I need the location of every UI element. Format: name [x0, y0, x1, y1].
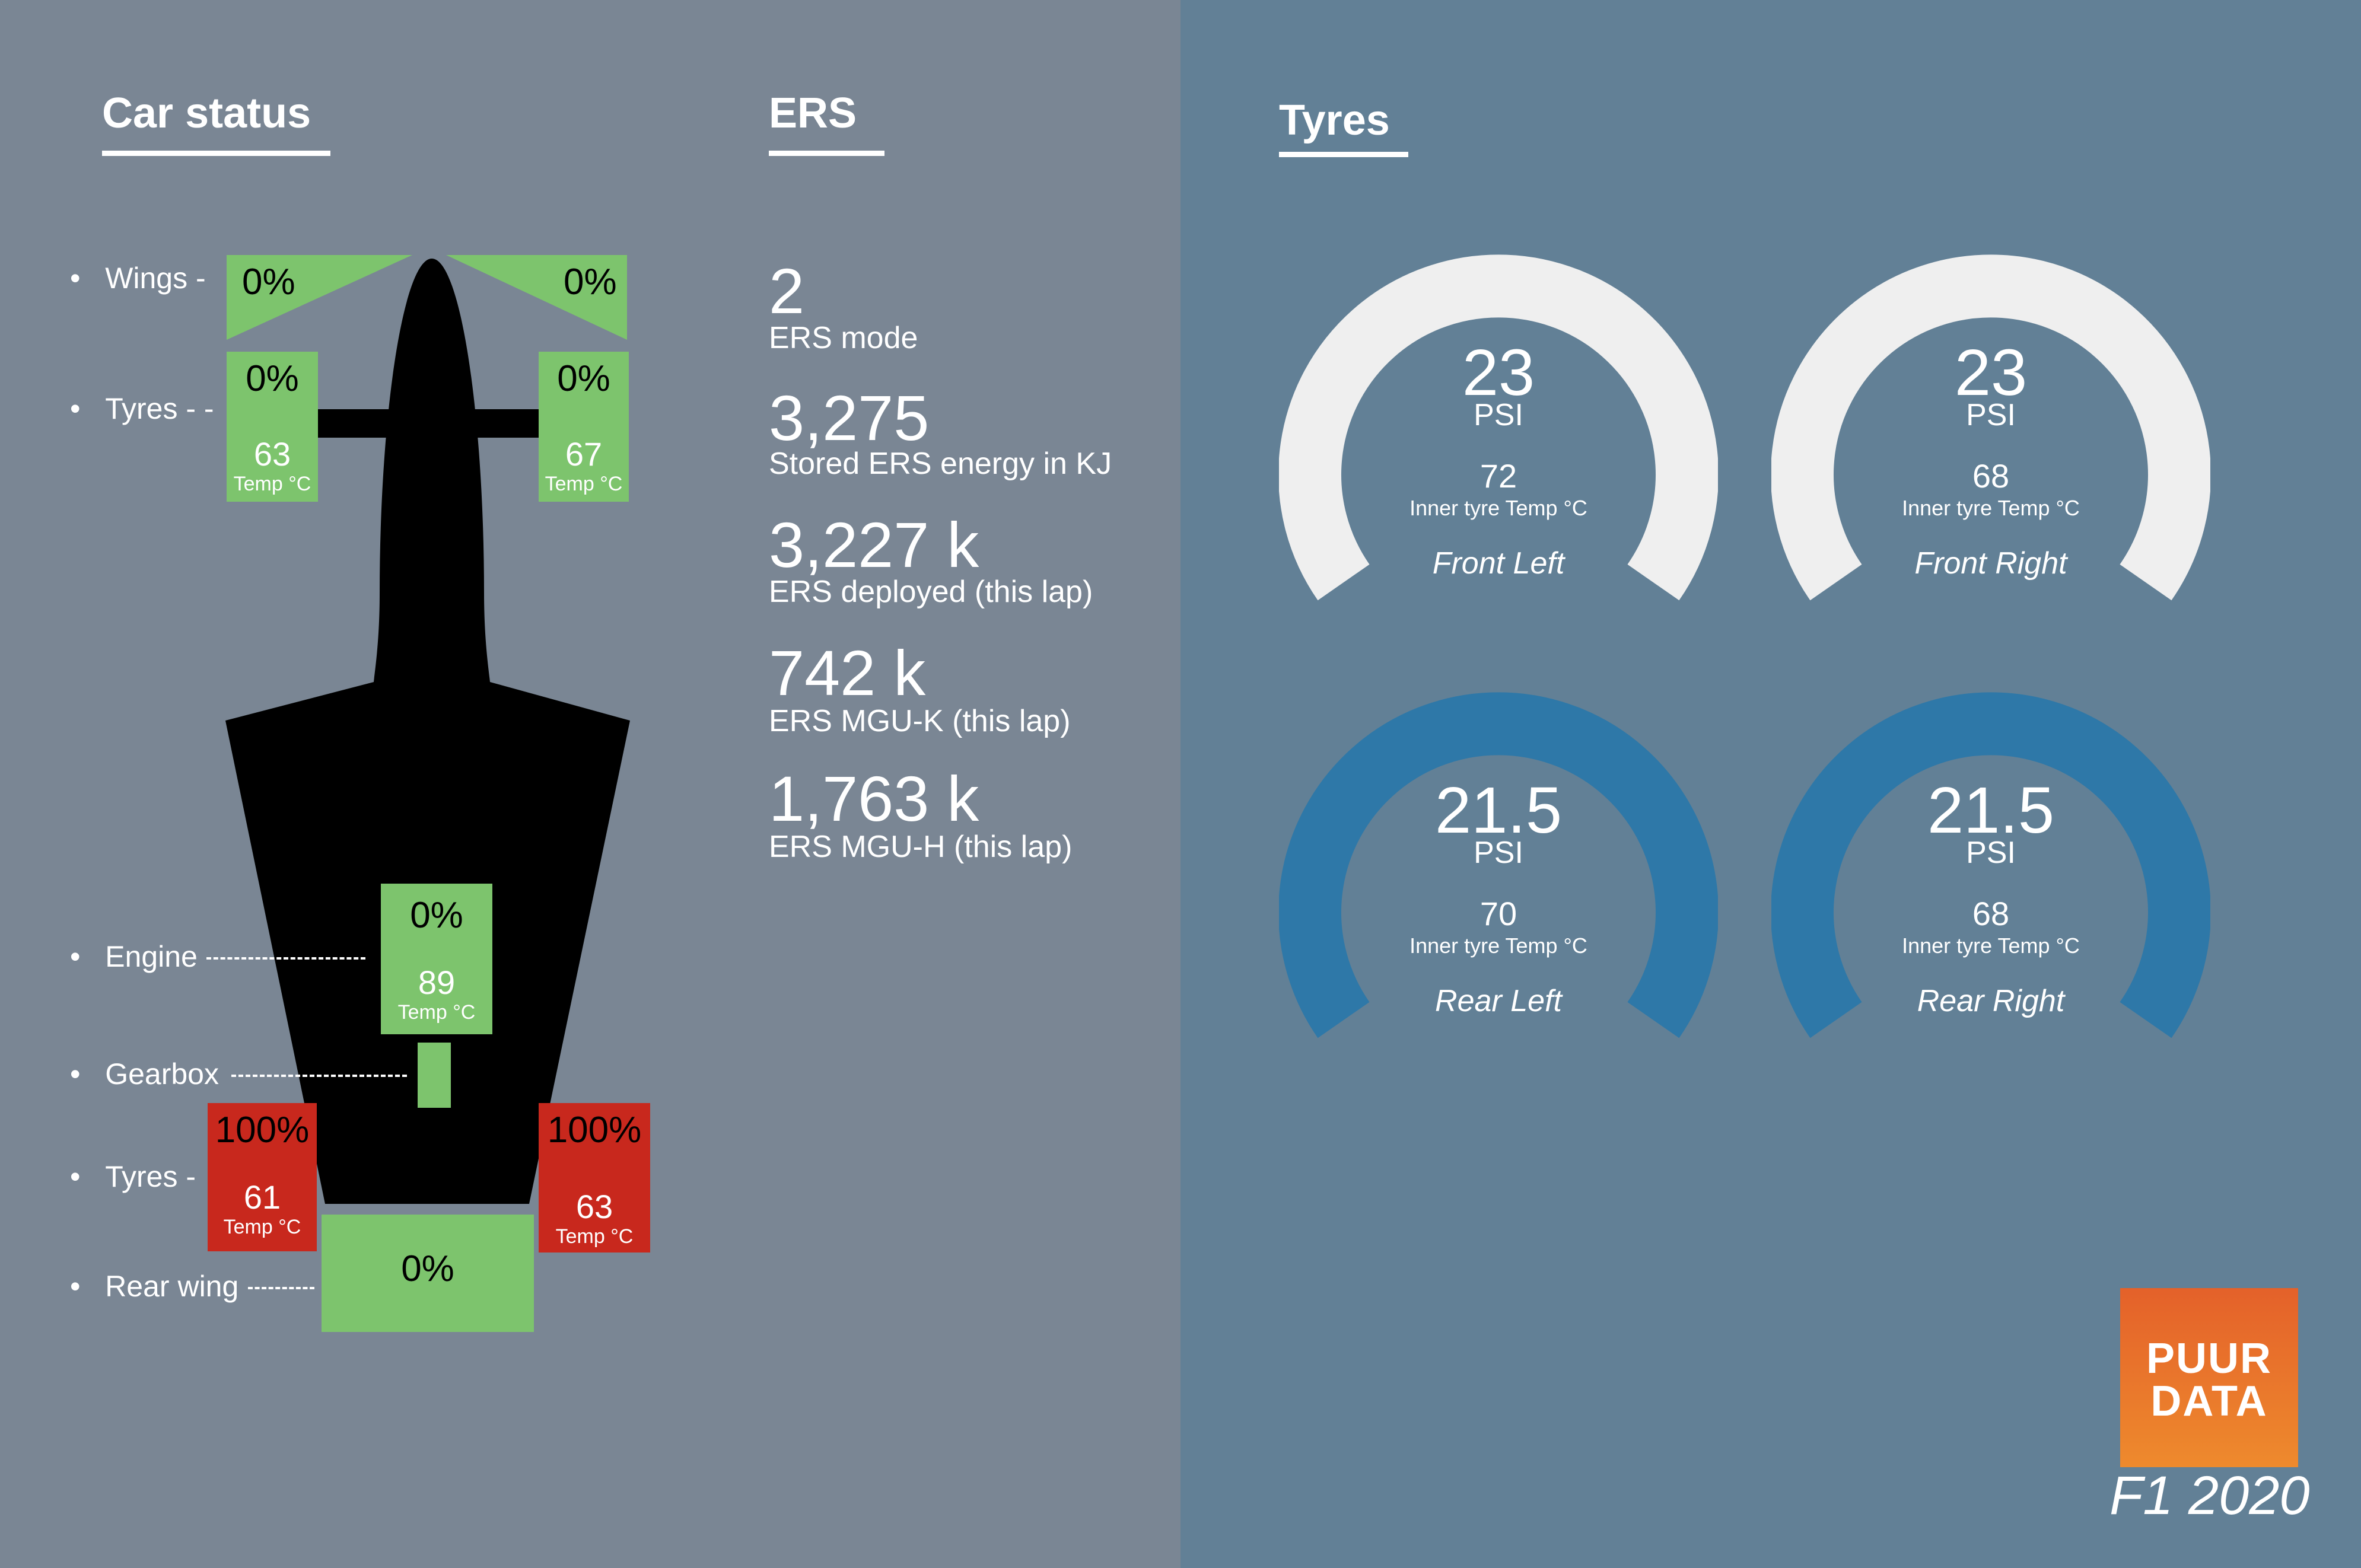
wings-label: • Wings - — [70, 261, 206, 295]
engine-box: 0% 89 Temp °C — [381, 884, 492, 1034]
front-wing-left-value: 0% — [242, 262, 295, 302]
logo-line-1: PUUR — [2146, 1335, 2272, 1382]
ers-deployed-value: 3,227 k — [769, 509, 979, 581]
rear-left-tyre-wear: 100% — [215, 1110, 310, 1150]
gearbox-label: • Gearbox — [70, 1057, 219, 1091]
front-left-tyre-temp-label: Temp °C — [233, 473, 311, 495]
gauge-arc — [1279, 692, 1718, 1038]
bullet: • — [70, 1057, 81, 1091]
engine-temp: 89 — [418, 964, 456, 1001]
wings-label-text: Wings - — [105, 262, 206, 295]
front-wing-left — [227, 255, 412, 340]
brand-caption: F1 2020 — [2109, 1465, 2310, 1526]
engine-wear: 0% — [410, 895, 463, 936]
gauge-position-label: Rear Right — [1917, 984, 2065, 1018]
rear-wing-label-text: Rear wing — [105, 1270, 239, 1303]
front-right-tyre-box: 0% 67 Temp °C — [539, 352, 629, 502]
ers-mode-label: ERS mode — [769, 321, 918, 355]
gauge-position-label: Front Left — [1432, 546, 1565, 581]
rear-wing-value: 0% — [401, 1248, 454, 1289]
gauge-front-left: 23 PSI 72 Inner tyre Temp °C Front Left — [1279, 219, 1718, 658]
rear-right-tyre-temp-label: Temp °C — [555, 1225, 634, 1248]
gauge-inner-temp-label: Inner tyre Temp °C — [1902, 933, 2080, 958]
gauge-arc — [1771, 692, 2210, 1038]
ers-mode-value: 2 — [769, 255, 805, 327]
ers-deployed-label: ERS deployed (this lap) — [769, 575, 1093, 609]
gauge-psi-value: 23 — [1462, 336, 1535, 409]
ers-mguh-label: ERS MGU-H (this lap) — [769, 830, 1073, 864]
bullet: • — [70, 940, 81, 973]
gauge-inner-temp-label: Inner tyre Temp °C — [1902, 496, 2080, 520]
front-right-tyre-temp-label: Temp °C — [545, 473, 623, 495]
car-silhouette — [225, 255, 630, 1204]
gauge-psi-unit: PSI — [1474, 398, 1523, 432]
engine-label-text: Engine — [105, 940, 198, 973]
gauge-inner-temp: 68 — [1972, 457, 2010, 495]
car-status-title: Car status — [102, 90, 311, 137]
front-tyres-label-text: Tyres - - — [105, 392, 214, 425]
rear-right-tyre-wear: 100% — [547, 1110, 642, 1150]
gauge-inner-temp: 70 — [1479, 895, 1517, 932]
rear-left-tyre-temp: 61 — [243, 1178, 281, 1216]
tyres-title: Tyres — [1279, 97, 1390, 144]
front-wing-right — [446, 255, 627, 340]
gauge-inner-temp-label: Inner tyre Temp °C — [1409, 933, 1587, 958]
ers-mguk-value: 742 k — [769, 637, 926, 709]
gearbox-box — [418, 1043, 451, 1108]
engine-temp-label: Temp °C — [397, 1001, 476, 1024]
rear-tyres-label-text: Tyres - — [105, 1160, 196, 1193]
front-left-tyre-box: 0% 63 Temp °C — [227, 352, 318, 502]
engine-leader-line — [206, 957, 365, 960]
tyres-underline — [1279, 152, 1408, 157]
gauge-inner-temp: 72 — [1479, 457, 1517, 495]
ers-title: ERS — [769, 90, 857, 137]
rear-left-tyre-box: 100% 61 Temp °C — [208, 1103, 317, 1251]
engine-label: • Engine — [70, 939, 198, 974]
ers-stored-label: Stored ERS energy in KJ — [769, 447, 1112, 481]
gauge-inner-temp: 68 — [1972, 895, 2010, 932]
rear-left-tyre-temp-label: Temp °C — [223, 1216, 301, 1238]
gauge-psi-unit: PSI — [1966, 398, 2016, 432]
gauge-psi-unit: PSI — [1474, 836, 1523, 870]
car-body — [225, 259, 630, 1204]
front-wing-right-value: 0% — [564, 262, 617, 302]
puurdata-logo: PUUR DATA — [2120, 1288, 2298, 1467]
front-left-tyre-wear: 0% — [246, 358, 299, 399]
gauge-psi-unit: PSI — [1966, 836, 2016, 870]
gauge-psi-value: 21.5 — [1927, 774, 2055, 847]
front-right-tyre-wear: 0% — [557, 358, 610, 399]
rear-wing-box: 0% — [322, 1215, 534, 1332]
gauge-rear-right: 21.5 PSI 68 Inner tyre Temp °C Rear Righ… — [1771, 657, 2210, 1096]
bullet: • — [70, 1160, 81, 1193]
gauge-arc — [1771, 254, 2210, 601]
gauge-inner-temp-label: Inner tyre Temp °C — [1409, 496, 1587, 520]
front-left-tyre-temp: 63 — [253, 435, 291, 473]
gauge-position-label: Rear Left — [1435, 984, 1562, 1018]
gearbox-label-text: Gearbox — [105, 1057, 219, 1091]
ers-underline — [769, 151, 884, 156]
rear-wing-label: • Rear wing — [70, 1269, 238, 1304]
bullet: • — [70, 392, 81, 425]
ers-stored-value: 3,275 — [769, 382, 930, 454]
logo-line-2: DATA — [2150, 1378, 2268, 1425]
gauge-arc — [1279, 254, 1718, 601]
car-status-underline — [102, 151, 330, 156]
gauge-front-right: 23 PSI 68 Inner tyre Temp °C Front Right — [1771, 219, 2210, 658]
gearbox-leader-line — [231, 1075, 407, 1077]
front-tyres-label: • Tyres - - — [70, 391, 214, 426]
gauge-psi-value: 21.5 — [1434, 774, 1563, 847]
gauge-rear-left: 21.5 PSI 70 Inner tyre Temp °C Rear Left — [1279, 657, 1718, 1096]
rear-wing-leader-line — [248, 1287, 314, 1289]
ers-mguh-value: 1,763 k — [769, 763, 979, 834]
rear-tyres-label: • Tyres - — [70, 1159, 196, 1194]
front-right-tyre-temp: 67 — [565, 435, 603, 473]
bullet: • — [70, 1270, 81, 1303]
bullet: • — [70, 262, 81, 295]
rear-right-tyre-box: 100% 63 Temp °C — [539, 1103, 650, 1253]
rear-right-tyre-temp: 63 — [575, 1188, 613, 1225]
gauge-psi-value: 23 — [1954, 336, 2028, 409]
ers-mguk-label: ERS MGU-K (this lap) — [769, 704, 1071, 738]
gauge-position-label: Front Right — [1914, 546, 2067, 581]
